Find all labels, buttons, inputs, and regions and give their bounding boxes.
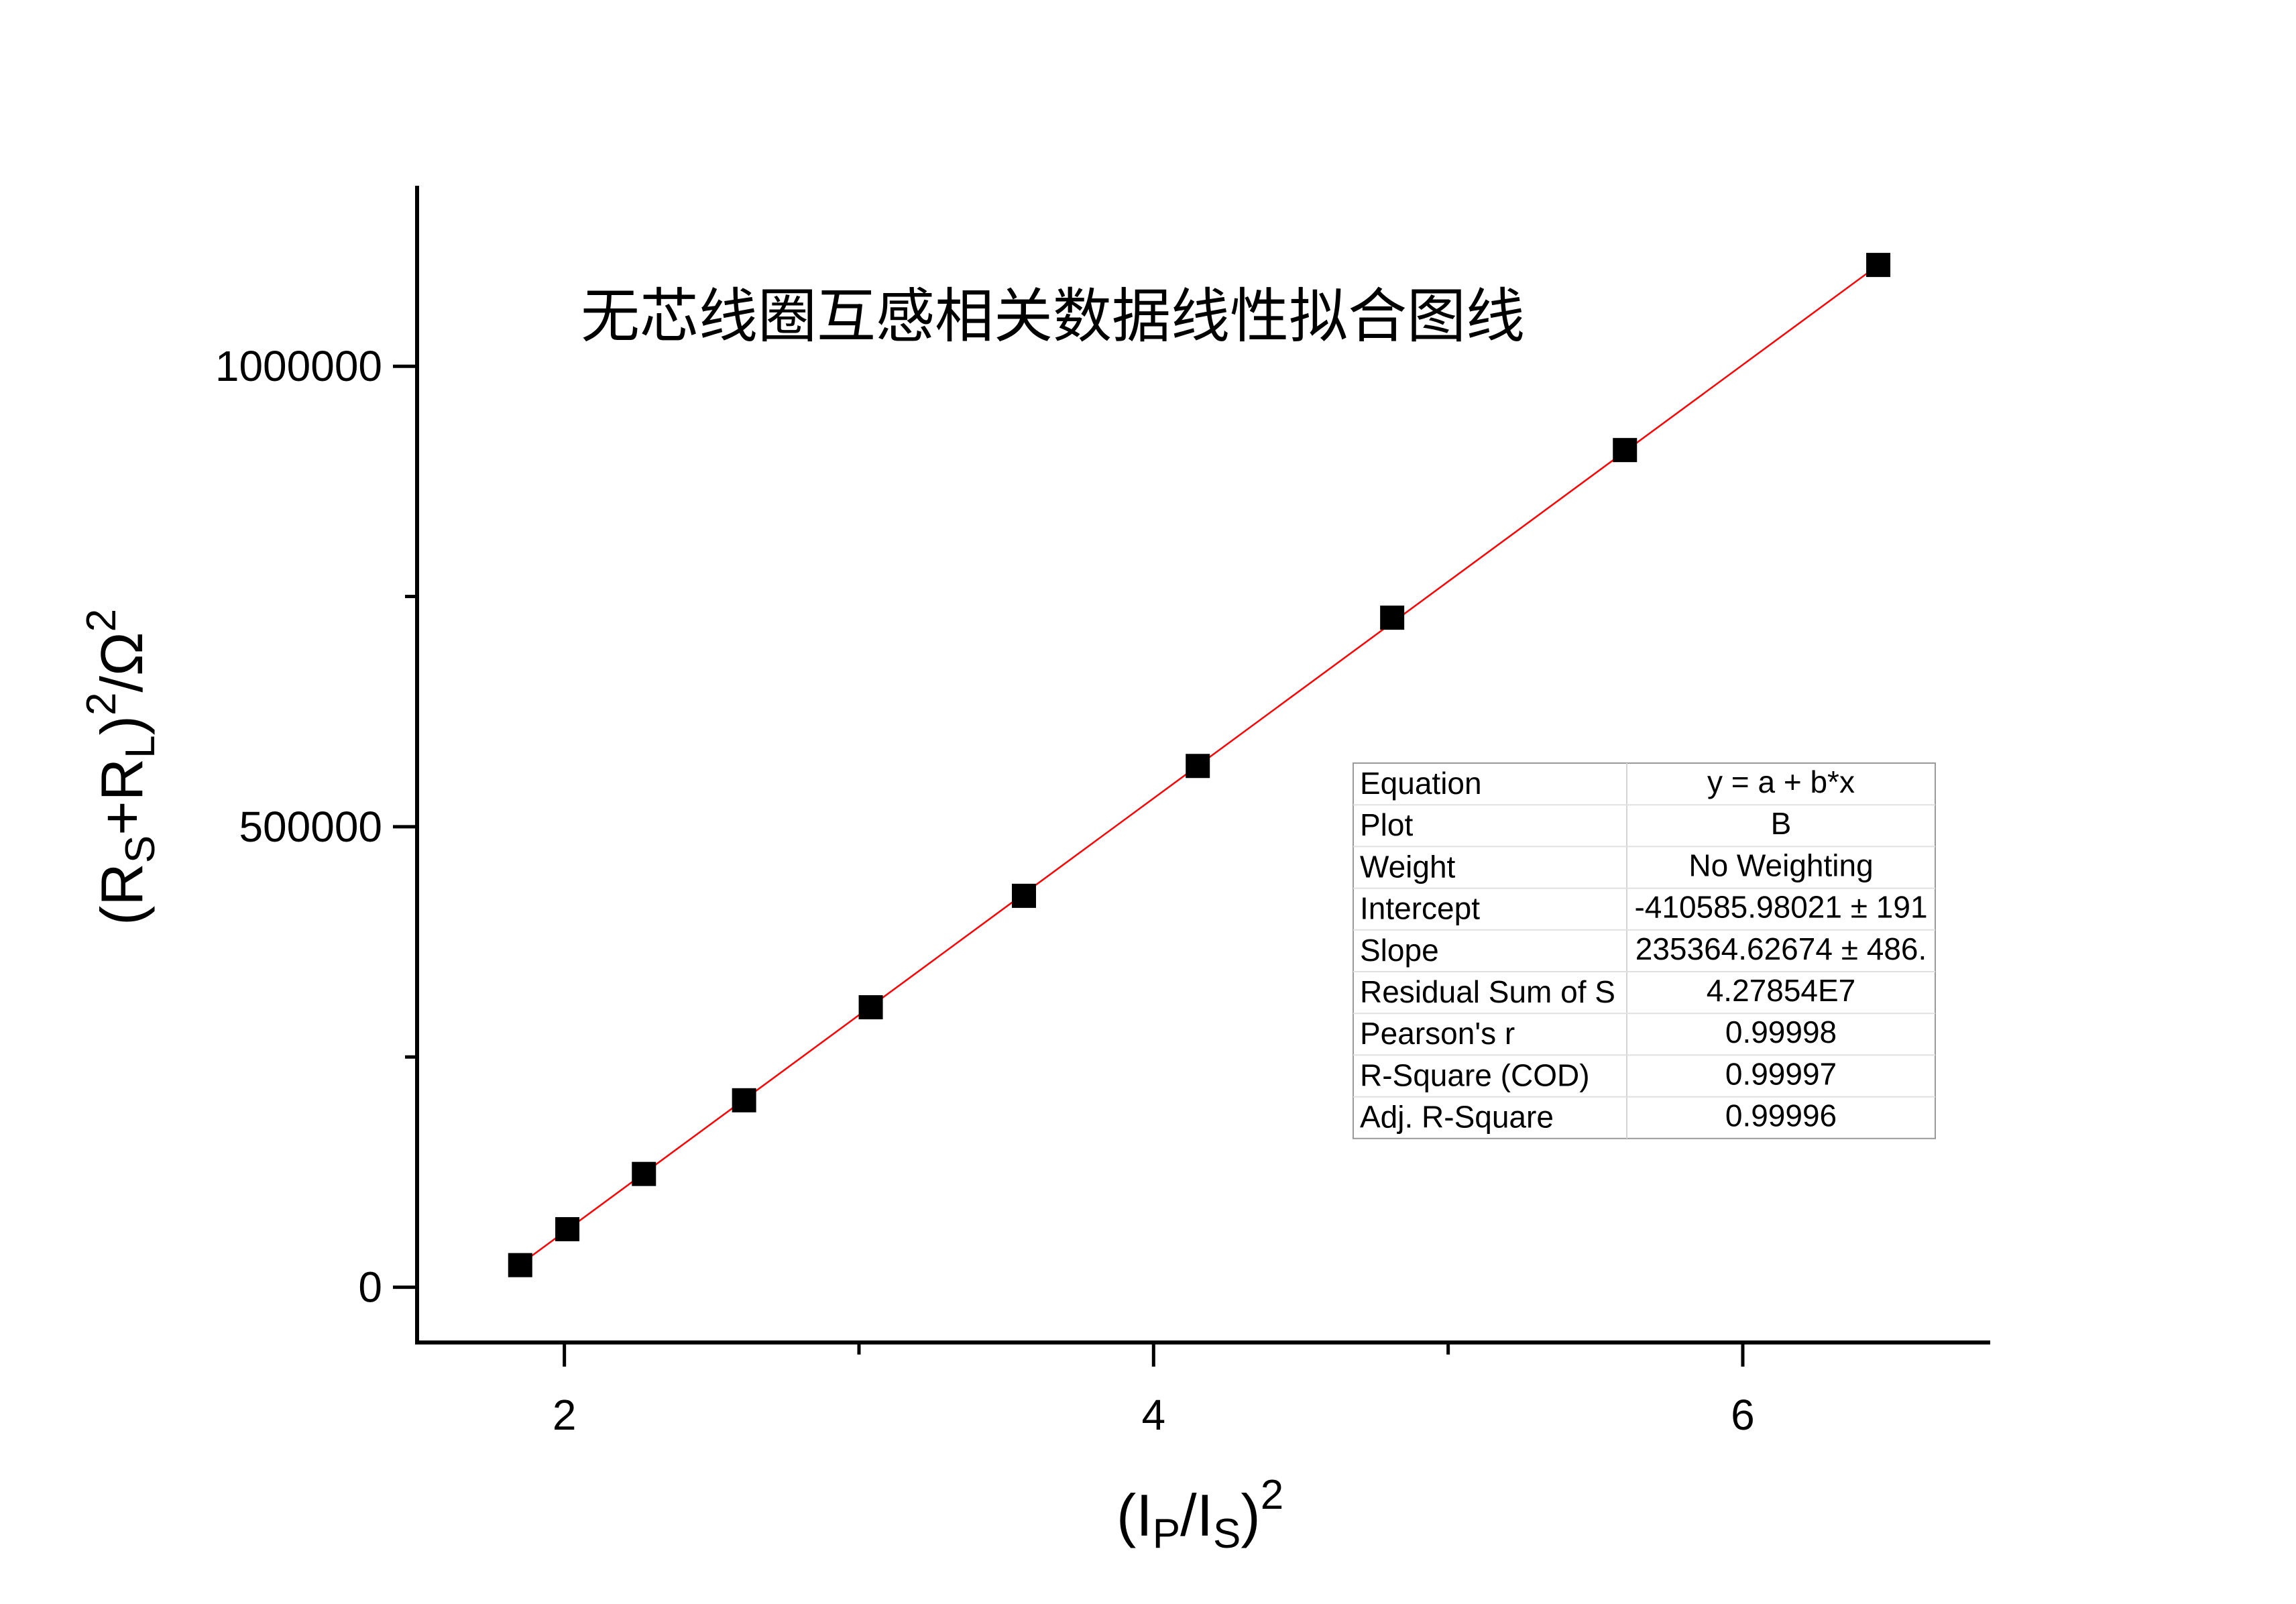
stats-key: R-Square (COD) (1360, 1057, 1590, 1092)
x-ticks: 2 4 6 (553, 1342, 1755, 1439)
y-axis-title-sup2: 2 (78, 609, 125, 632)
y-axis-title-close: ) (89, 715, 155, 735)
x-axis-title-sup: 2 (1261, 1472, 1283, 1518)
y-tick-label: 1000000 (215, 342, 382, 390)
stats-key: Weight (1360, 849, 1456, 884)
data-point (1380, 606, 1405, 630)
x-axis-title-close: ) (1241, 1482, 1260, 1548)
stats-value: y = a + b*x (1707, 764, 1855, 799)
y-tick-label: 500000 (239, 803, 382, 851)
data-point (732, 1088, 756, 1112)
y-ticks: 0 500000 1000000 (215, 342, 417, 1312)
data-point (632, 1161, 656, 1186)
x-tick-label: 2 (553, 1391, 577, 1439)
x-axis-title-mid: /I (1180, 1482, 1213, 1548)
y-axis-title-open: (R (89, 863, 155, 925)
stats-value: 235364.62674 ± 486. (1635, 931, 1927, 966)
stats-value: 0.99997 (1725, 1056, 1837, 1091)
stats-key: Residual Sum of S (1360, 974, 1615, 1009)
y-tick-label: 0 (358, 1263, 382, 1312)
data-point (858, 995, 883, 1020)
x-tick-label: 4 (1142, 1391, 1166, 1439)
y-axis-title-sup: 2 (78, 693, 125, 715)
stats-key: Slope (1360, 933, 1439, 968)
stats-key: Intercept (1360, 891, 1480, 926)
chart-title: 无芯线圈互感相关数据线性拟合图线 (581, 282, 1525, 351)
stats-key: Equation (1360, 766, 1482, 801)
data-point (508, 1253, 532, 1277)
data-point (1613, 438, 1638, 463)
stats-value: -410585.98021 ± 191 (1634, 890, 1927, 925)
fit-stats-table: Equation y = a + b*x Plot B Weight No Weighti… (1353, 762, 1936, 1139)
stats-value: B (1771, 806, 1792, 841)
x-axis-title-open: (I (1116, 1482, 1153, 1548)
stats-key: Plot (1360, 807, 1413, 842)
x-tick-label: 6 (1731, 1391, 1755, 1439)
stats-value: 4.27854E7 (1707, 973, 1856, 1008)
data-point (1012, 883, 1037, 908)
x-axis-title-sub2: S (1213, 1511, 1241, 1557)
stats-value: 0.99996 (1725, 1098, 1837, 1133)
y-axis-title-sub1: S (117, 836, 164, 863)
x-axis-title: (IP/IS)2 (1116, 1472, 1283, 1557)
data-point (555, 1217, 580, 1242)
data-point (1186, 754, 1210, 779)
stats-value: 0.99998 (1725, 1015, 1837, 1049)
y-axis-title-mid: +R (89, 758, 155, 836)
y-axis-title-sub2: L (117, 735, 164, 758)
stats-table-frame (1353, 762, 1936, 1139)
stats-value: No Weighting (1688, 848, 1873, 882)
points-layer (508, 253, 1891, 1277)
y-axis-title-unit: /Ω (89, 632, 155, 692)
data-point (1866, 253, 1891, 278)
x-axis-title-sub1: P (1153, 1511, 1180, 1557)
stats-key: Adj. R-Square (1360, 1100, 1554, 1135)
stats-key: Pearson's r (1360, 1016, 1515, 1051)
y-axis-title: (RS+RL)2/Ω2 (78, 609, 164, 925)
